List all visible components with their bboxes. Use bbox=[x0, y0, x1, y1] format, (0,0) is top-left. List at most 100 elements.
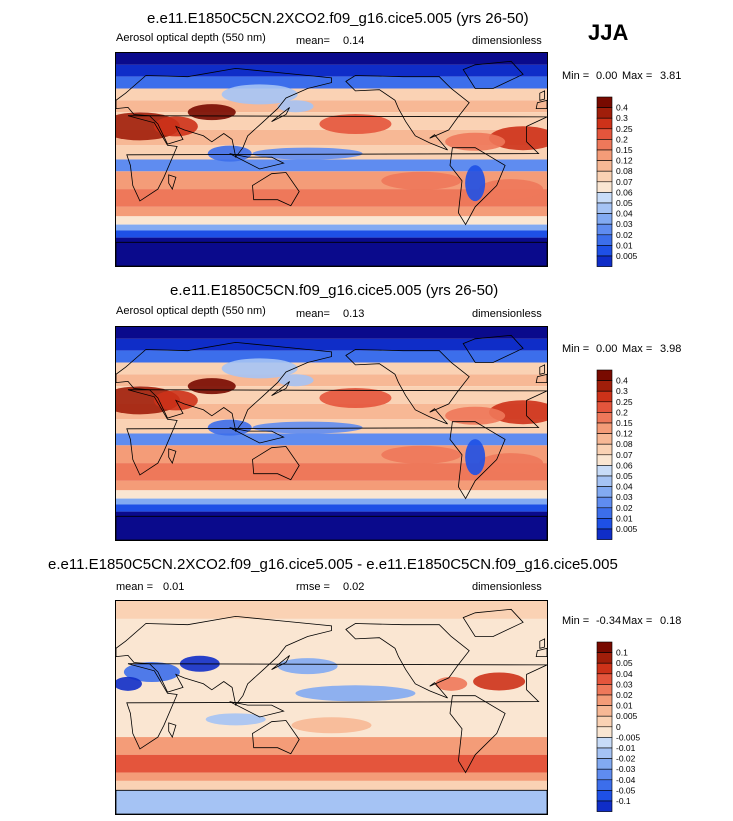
panel3-difference-map bbox=[115, 600, 548, 815]
panel2-colorbar-box bbox=[596, 443, 613, 456]
panel2-colorbar-box bbox=[596, 369, 613, 381]
panel3-coast-africa bbox=[126, 663, 547, 750]
panel2-colorbar-box bbox=[596, 433, 613, 445]
panel2-colorbar-box bbox=[596, 518, 613, 530]
panel2-mean-label: mean= bbox=[296, 308, 330, 320]
panel3-rmse-label: rmse = bbox=[296, 581, 330, 593]
panel2-coast-madagascar bbox=[168, 448, 177, 465]
panel3-colorbar-box bbox=[596, 737, 613, 749]
panel2-colorbar-tick-label: 0.25 bbox=[616, 397, 633, 407]
panel3-colorbar-tick-label: 0.005 bbox=[616, 711, 638, 721]
panel1-colorbar-tick-label: 0.4 bbox=[616, 103, 628, 113]
panel3-colorbar-box bbox=[596, 694, 613, 706]
panel2-colorbar-box bbox=[596, 412, 613, 424]
panel3-units: dimensionless bbox=[472, 581, 542, 593]
panel2-colorbar-tick-label: 0.03 bbox=[616, 492, 633, 502]
panel3-colorbar-tick-label: -0.03 bbox=[616, 764, 636, 774]
panel2-colorbar-tick-label: 0.2 bbox=[616, 407, 628, 417]
panel2-colorbar-tick-label: 0.12 bbox=[616, 429, 633, 439]
panel1-colorbar-tick-label: 0.03 bbox=[616, 219, 633, 229]
panel2-itcz-low bbox=[252, 421, 363, 434]
panel2-max-label: Max = bbox=[622, 343, 653, 355]
panel3-min-label: Min = bbox=[562, 615, 590, 627]
panel3-coast-madagascar bbox=[168, 722, 177, 739]
panel1-colorbar-box bbox=[596, 139, 613, 151]
panel1-colorbar-tick-label: 0.2 bbox=[616, 134, 628, 144]
panel1-colorbar-box bbox=[596, 213, 613, 225]
panel1-itcz-low bbox=[252, 147, 363, 160]
panel2-min-value: 0.00 bbox=[596, 343, 618, 355]
panel3-lat-band bbox=[116, 754, 547, 773]
panel2-mean-value: 0.13 bbox=[343, 308, 365, 320]
panel2-title: e.e11.E1850C5CN.f09_g16.cice5.005 (yrs 2… bbox=[170, 282, 499, 299]
panel1-colorbar-box bbox=[596, 192, 613, 204]
panel3-colorbar-tick-label: -0.02 bbox=[616, 754, 636, 764]
panel2-coast-europeW bbox=[535, 373, 547, 383]
panel2-coast-japan bbox=[271, 381, 290, 396]
panel2-variable: Aerosol optical depth (550 nm) bbox=[116, 305, 266, 317]
panel2-lat-band bbox=[116, 498, 547, 505]
panel1-colorbar-box bbox=[596, 255, 613, 267]
panel3-max-label: Max = bbox=[622, 615, 653, 627]
panel1-coast-indonesia bbox=[229, 153, 285, 170]
panel1-lat-band bbox=[116, 88, 547, 101]
panel1-lat-band bbox=[116, 230, 547, 238]
panel2-colorbar-tick-label: 0.08 bbox=[616, 439, 633, 449]
panel1-coast-madagascar bbox=[168, 174, 177, 191]
panel1-colorbar-box bbox=[596, 149, 613, 161]
panel3-colorbar-box bbox=[596, 705, 613, 717]
panel2-colorbar-box bbox=[596, 465, 613, 477]
panel3-coast-samerica bbox=[449, 695, 506, 774]
panel1-coast-uk bbox=[539, 90, 545, 101]
panel3-indian-ocean-decrease bbox=[205, 713, 266, 726]
panel3-coast-uk bbox=[539, 638, 545, 649]
panel1-max-value: 3.81 bbox=[660, 70, 682, 82]
panel1-north-pacific-high bbox=[319, 114, 392, 134]
panel2-colorbar-tick-label: 0.01 bbox=[616, 513, 633, 523]
panel2-colorbar-tick-label: 0.15 bbox=[616, 418, 633, 428]
panel2-lat-band bbox=[116, 504, 547, 512]
panel3-colorbar-box bbox=[596, 747, 613, 759]
panel1-colorbar-box bbox=[596, 117, 613, 130]
panel2-colorbar-tick-label: 0.05 bbox=[616, 471, 633, 481]
panel1-siberia-mid bbox=[221, 84, 298, 105]
panel1-colorbar-box bbox=[596, 128, 613, 140]
panel2-central-asia-dust bbox=[187, 378, 236, 395]
panel1-lat-band bbox=[116, 53, 547, 65]
panel1-title: e.e11.E1850C5CN.2XCO2.f09_g16.cice5.005 … bbox=[147, 10, 529, 27]
panel2-colorbar-box bbox=[596, 528, 613, 540]
panel3-lat-band bbox=[116, 790, 547, 814]
panel3-coast-greenland bbox=[462, 608, 524, 637]
panel3-colorbar-tick-label: -0.05 bbox=[616, 785, 636, 795]
panel1-lat-band bbox=[116, 159, 547, 172]
panel3-colorbar-tick-label: 0 bbox=[616, 722, 621, 732]
panel3-nafrica-decrease bbox=[116, 676, 142, 691]
panel3-colorbar-box bbox=[596, 726, 613, 738]
panel1-colorbar-tick-label: 0.07 bbox=[616, 177, 633, 187]
panel3-colorbar-box bbox=[596, 800, 613, 812]
panel1-central-asia-dust bbox=[187, 104, 236, 121]
panel1-lat-band bbox=[116, 237, 547, 266]
panel2-aod-map bbox=[115, 326, 548, 541]
panel1-colorbar: 0.40.30.250.20.150.120.080.070.060.050.0… bbox=[596, 96, 638, 267]
panel3-nw-pacific-decrease bbox=[277, 658, 338, 675]
panel2-north-pacific-high bbox=[319, 388, 392, 408]
panel3-colorbar-tick-label: 0.1 bbox=[616, 648, 628, 658]
panel2-lat-band bbox=[116, 511, 547, 540]
panel1-colorbar-box bbox=[596, 202, 613, 214]
panel3-coast-namerica bbox=[345, 623, 470, 699]
panel1-min-label: Min = bbox=[562, 70, 590, 82]
panel1-mean-value: 0.14 bbox=[343, 35, 365, 47]
panel1-colorbar-tick-label: 0.08 bbox=[616, 166, 633, 176]
panel3-colorbar-tick-label: -0.005 bbox=[616, 732, 640, 742]
panel1-aod-map bbox=[115, 52, 548, 267]
panel1-variable: Aerosol optical depth (550 nm) bbox=[116, 32, 266, 44]
panel3-s-pacific-increase bbox=[291, 717, 372, 734]
panel3-colorbar-tick-label: -0.1 bbox=[616, 796, 631, 806]
panel3-title: e.e11.E1850C5CN.2XCO2.f09_g16.cice5.005 … bbox=[48, 556, 618, 573]
panel2-units: dimensionless bbox=[472, 308, 542, 320]
panel3-coast-australia bbox=[252, 720, 300, 755]
panel2-min-label: Min = bbox=[562, 343, 590, 355]
panel2-colorbar-box bbox=[596, 422, 613, 434]
panel3-colorbar-tick-label: 0.02 bbox=[616, 690, 633, 700]
